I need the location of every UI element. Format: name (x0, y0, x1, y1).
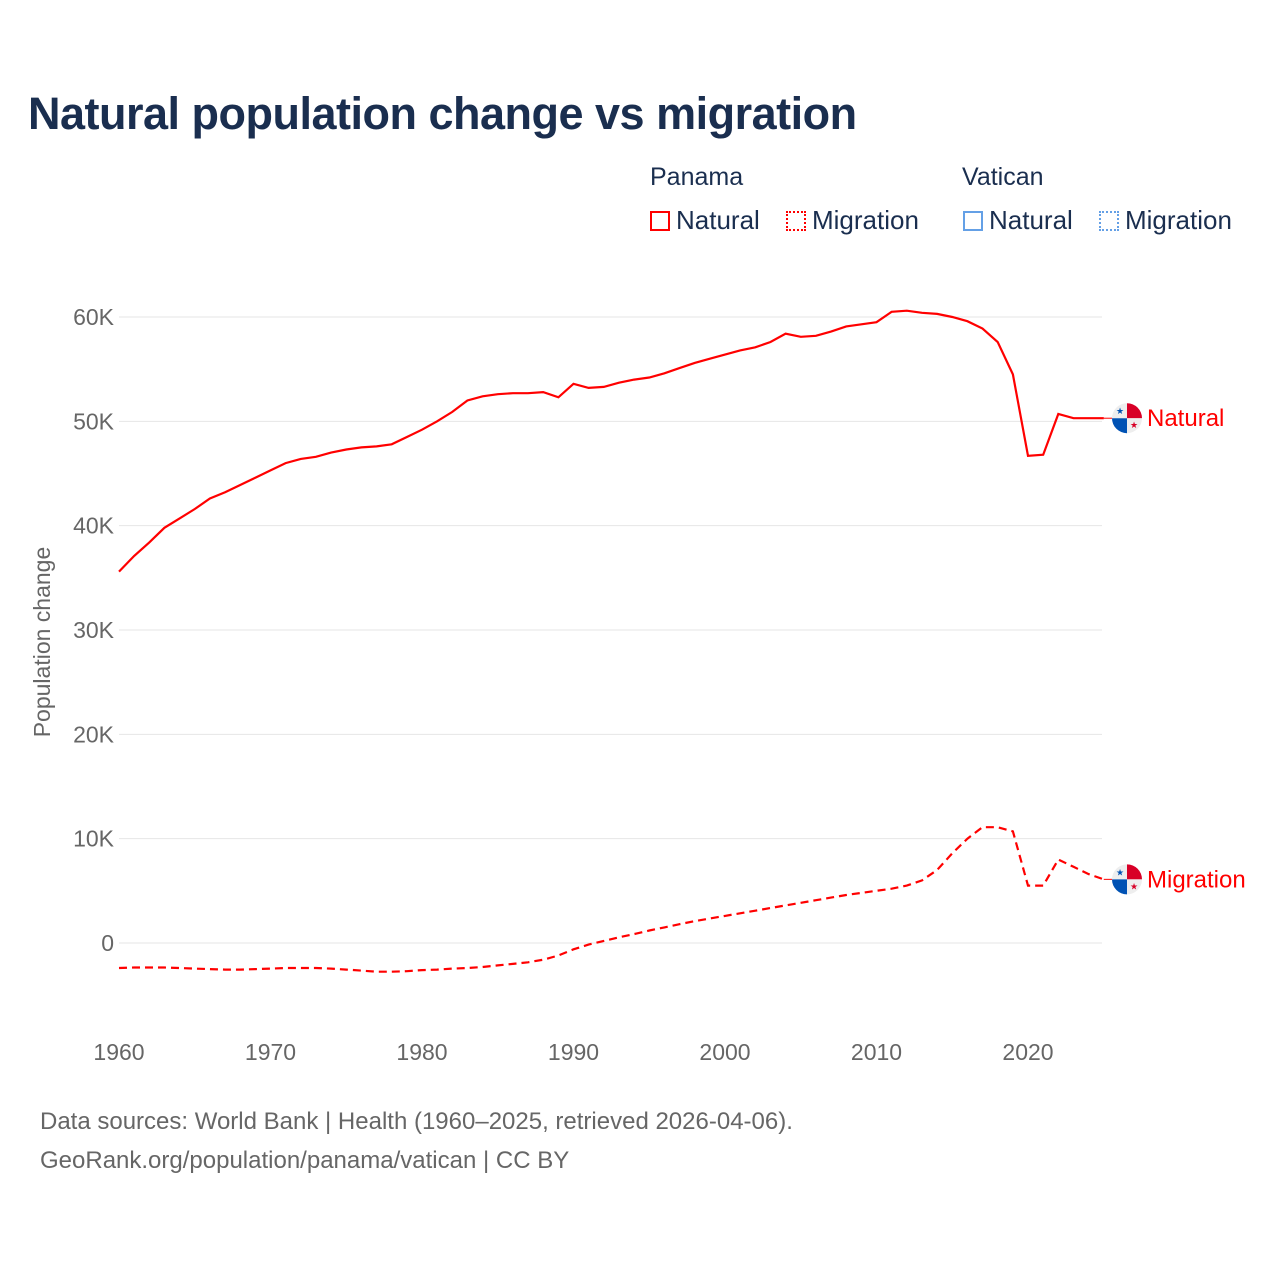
y-tick-label: 20K (73, 721, 115, 747)
x-tick-label: 2010 (851, 1039, 902, 1065)
source-link[interactable]: GeoRank.org/population/panama/vatican | … (40, 1147, 570, 1174)
series-line-migration (118, 826, 1105, 973)
svg-text:★: ★ (1116, 406, 1124, 416)
svg-text:★: ★ (1130, 420, 1138, 430)
legend-label: Migration (1125, 205, 1232, 235)
x-tick-label: 1990 (548, 1039, 599, 1065)
series-line-natural (118, 309, 1104, 573)
legend-vatican-migration[interactable]: Migration (1099, 205, 1232, 236)
y-tick-label: 30K (73, 617, 115, 643)
legend-swatch (650, 210, 670, 231)
legend-vatican-natural[interactable]: Natural (963, 205, 1073, 236)
x-tick-label: 1980 (396, 1039, 447, 1065)
legend-panama-natural[interactable]: Natural (650, 205, 760, 236)
panama-flag-icon: ★★ (1112, 864, 1142, 895)
chart-title: Natural population change vs migration (28, 88, 857, 139)
y-tick-label: 10K (73, 826, 115, 852)
legend-label: Natural (676, 205, 760, 235)
x-tick-label: 2020 (1002, 1039, 1053, 1065)
legend-swatch (1099, 210, 1119, 231)
x-tick-label: 1970 (245, 1039, 296, 1065)
end-label-migration: Migration (1147, 866, 1246, 893)
x-tick-label: 1960 (93, 1039, 144, 1065)
y-tick-label: 0 (101, 930, 114, 956)
svg-text:★: ★ (1130, 881, 1138, 891)
svg-text:★: ★ (1116, 867, 1124, 877)
y-axis-label: Population change (29, 547, 55, 738)
y-tick-label: 60K (73, 304, 115, 330)
end-label-natural: Natural (1147, 405, 1224, 432)
legend-swatch (786, 210, 806, 231)
legend-label: Migration (812, 205, 919, 235)
legend-group-vatican: Vatican (962, 163, 1044, 191)
legend-label: Natural (989, 205, 1073, 235)
legend-panama-migration[interactable]: Migration (786, 205, 919, 236)
panama-flag-icon: ★★ (1112, 403, 1142, 434)
source-text: Data sources: World Bank | Health (1960–… (40, 1108, 793, 1135)
y-tick-label: 40K (73, 513, 115, 539)
y-tick-label: 50K (73, 408, 115, 434)
legend-group-panama: Panama (650, 163, 744, 191)
legend-swatch (963, 210, 983, 231)
x-tick-label: 2000 (699, 1039, 750, 1065)
